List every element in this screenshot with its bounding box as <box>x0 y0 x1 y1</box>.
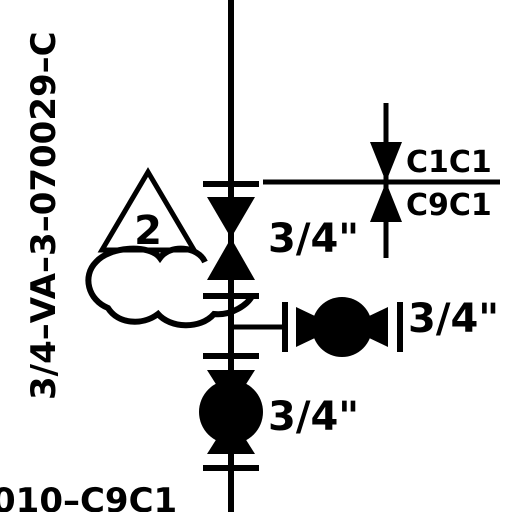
spec-break: C1C1 C9C1 <box>263 103 500 258</box>
revision-mark: 2 <box>97 167 199 254</box>
lower-ball-valve <box>199 353 263 471</box>
branch-valve-size: 3/4" <box>408 296 499 342</box>
spec-bottom-label: C9C1 <box>406 188 492 223</box>
lower-valve-size: 3/4" <box>268 394 359 440</box>
upper-valve-body-top <box>207 197 255 238</box>
bottom-line-tag: 010–C9C1 <box>0 481 177 512</box>
upper-valve-size: 3/4" <box>268 216 359 262</box>
upper-gate-valve <box>203 181 259 299</box>
branch-ball-valve <box>282 297 403 357</box>
spec-break-lower-triangle <box>370 182 402 222</box>
line-number-label: 3/4–VA–3–070029–C <box>24 31 64 400</box>
upper-valve-body-bottom <box>207 238 255 280</box>
revision-cloud <box>85 245 255 329</box>
spec-break-upper-triangle <box>370 142 402 182</box>
spec-top-label: C1C1 <box>406 145 492 180</box>
